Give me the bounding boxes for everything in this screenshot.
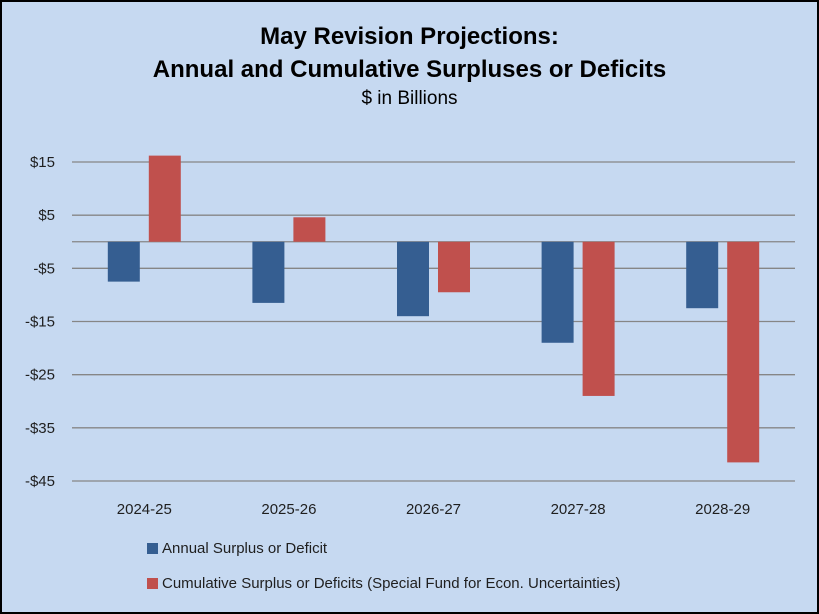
y-tick-label: $15 <box>30 154 55 171</box>
bar-annual <box>541 241 574 343</box>
chart-subtitle: $ in Billions <box>361 88 458 109</box>
x-tick-label: 2026-27 <box>406 501 461 518</box>
bar-annual <box>686 241 719 309</box>
bar-cumulative <box>582 241 615 396</box>
bar-cumulative <box>293 217 326 242</box>
legend-item-cumulative: Cumulative Surplus or Deficits (Special … <box>147 574 621 592</box>
y-tick-label: -$35 <box>25 420 55 437</box>
y-tick-label: -$25 <box>25 367 55 384</box>
y-tick-label: $5 <box>38 207 55 224</box>
x-tick-label: 2028-29 <box>695 501 750 518</box>
x-tick-label: 2024-25 <box>117 501 172 518</box>
legend-item-annual: Annual Surplus or Deficit <box>147 539 621 557</box>
legend-label-annual: Annual Surplus or Deficit <box>162 539 328 557</box>
chart-title-block: May Revision Projections: Annual and Cum… <box>2 20 817 112</box>
bar-annual <box>107 241 140 282</box>
bar-annual <box>397 241 429 317</box>
y-tick-label: -$15 <box>25 314 55 331</box>
y-tick-label: -$5 <box>33 260 55 277</box>
bar-annual <box>252 241 285 303</box>
chart-title-line-2: Annual and Cumulative Surpluses or Defic… <box>152 56 667 83</box>
y-tick-label: -$45 <box>25 473 55 490</box>
chart-legend: Annual Surplus or Deficit Cumulative Sur… <box>147 540 621 610</box>
bar-cumulative <box>727 241 760 463</box>
x-tick-label: 2027-28 <box>551 501 606 518</box>
legend-swatch-cumulative <box>147 577 158 589</box>
x-tick-label: 2025-26 <box>261 501 316 518</box>
chart-title-line-1: May Revision Projections: <box>260 23 559 50</box>
legend-label-cumulative: Cumulative Surplus or Deficits (Special … <box>162 574 621 592</box>
bar-cumulative <box>438 241 470 293</box>
bar-cumulative <box>148 155 181 242</box>
legend-swatch-annual <box>147 542 158 554</box>
